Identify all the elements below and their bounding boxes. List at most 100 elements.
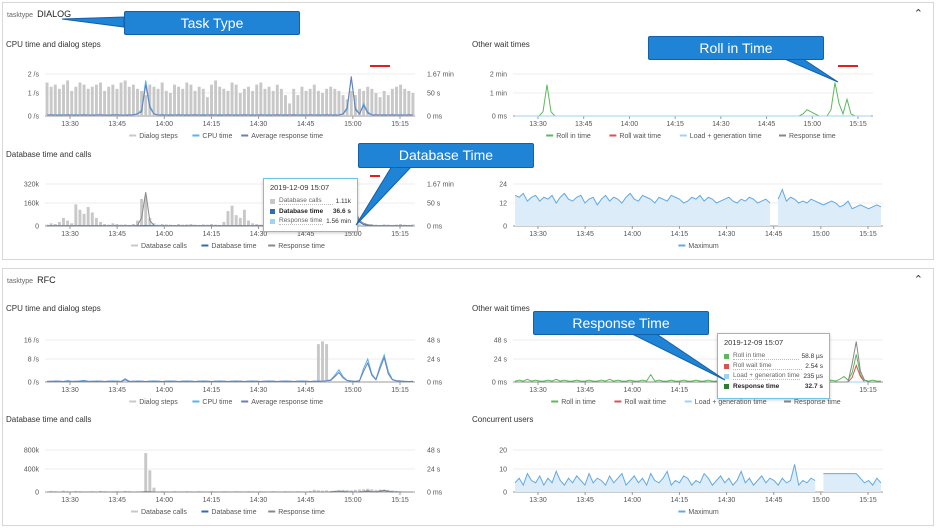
x-tick-label: 15:15 [859, 231, 877, 238]
bar [399, 84, 403, 116]
bar [222, 88, 226, 116]
legend-label: Database time [211, 509, 256, 516]
panel-header-value: DIALOG [37, 9, 72, 19]
bar [292, 88, 296, 116]
y-tick-label: 0 /s [28, 114, 40, 121]
bar [358, 88, 361, 116]
x-tick-label: 14:00 [624, 231, 642, 238]
area-fill [515, 464, 816, 492]
x-tick-label: 15:00 [344, 387, 362, 394]
y-tick-label: 20 [499, 448, 507, 455]
tooltip-row: Load + generation time 235 µs [724, 371, 823, 381]
bar [148, 217, 152, 226]
chart-database-time-calls[interactable]: 0 400k 800k 0 ms 24 s 48 s 13:30 13:45 14:00 14:1… [0, 438, 460, 522]
bar [74, 204, 78, 226]
bar [316, 90, 320, 116]
legend-label: Average response time [251, 133, 323, 140]
bar [296, 95, 300, 116]
chart-maximum[interactable]: 0 12 24 13:30 13:45 14:00 14:15 14:30 14:45 15:00… [468, 172, 908, 256]
bar [111, 223, 115, 226]
x-tick-label: 14:00 [156, 231, 174, 238]
x-tick-label: 14:15 [671, 231, 689, 238]
x-tick-label: 13:30 [529, 121, 547, 128]
bar [144, 95, 148, 116]
bar [242, 88, 246, 116]
bar [407, 90, 411, 116]
chart-concurrent-users[interactable]: 0 10 20 13:30 13:45 14:00 14:15 14:30 14:45 15:00… [468, 438, 908, 522]
chart-cpu-dialog-steps[interactable]: 0 /s 1 /s 2 /s 0 ms 50 s 1.67 min 13:30 13:45 14… [0, 62, 460, 146]
bar [45, 82, 49, 116]
bar [53, 223, 57, 226]
bar [366, 86, 370, 116]
y-tick-label: 0 ms [492, 380, 508, 387]
panel-header-label: tasktype [7, 12, 34, 19]
bar [382, 90, 386, 116]
bar [78, 209, 82, 226]
area-fill [823, 473, 881, 492]
x-tick-label: 13:45 [108, 121, 126, 128]
bar [349, 490, 353, 492]
bar [123, 80, 127, 116]
bar [49, 223, 53, 226]
x-tick-label: 14:15 [203, 497, 221, 504]
area-fill [515, 193, 770, 226]
bar [193, 90, 197, 116]
legend-label: Database time [211, 243, 256, 250]
bar [189, 223, 193, 226]
x-tick-label: 13:45 [576, 387, 594, 394]
legend-label: Response time [789, 133, 836, 140]
legend-label: Roll wait time [624, 399, 666, 406]
y2-tick-label: 24 s [427, 357, 441, 364]
bar [255, 223, 259, 226]
x-tick-label: 15:00 [804, 121, 822, 128]
bar [70, 90, 74, 116]
x-tick-label: 13:30 [529, 231, 547, 238]
chart-cpu-dialog-steps[interactable]: 0 /s 8 /s 16 /s 0 ms 24 s 48 s 13:30 13:45 14:00… [0, 328, 460, 412]
chart-database-time-calls[interactable]: 0 160k 320k 0 ms 50 s 1.67 min 13:30 13:45 14:00… [0, 172, 460, 256]
collapse-chevron-icon[interactable]: ⌃ [913, 8, 923, 20]
bar [144, 196, 148, 226]
chart-title: Other wait times [472, 304, 530, 313]
series-line [515, 82, 871, 117]
tooltip-wait-times: 2019-12-09 15:07 Roll in time 58.8 µs Rol… [717, 333, 830, 399]
bar [234, 84, 238, 116]
y-tick-label: 16 /s [24, 338, 40, 345]
y-tick-label: 320k [24, 182, 40, 189]
x-tick-label: 15:00 [344, 121, 362, 128]
x-tick-label: 13:45 [576, 497, 594, 504]
bar [321, 93, 324, 116]
bar [325, 344, 329, 382]
tooltip-row: Database time 36.6 s [270, 206, 351, 216]
x-tick-label: 14:30 [718, 231, 736, 238]
x-tick-label: 14:45 [765, 231, 783, 238]
bar [353, 489, 357, 492]
bar [57, 221, 61, 226]
bar [333, 88, 337, 116]
bar [210, 84, 213, 116]
bar [386, 95, 390, 116]
collapse-chevron-icon[interactable]: ⌃ [913, 274, 923, 286]
x-tick-label: 14:15 [203, 121, 221, 128]
x-tick-label: 13:30 [529, 497, 547, 504]
bar [247, 220, 250, 226]
bar [107, 86, 111, 116]
bar [181, 88, 185, 116]
bar [349, 90, 353, 116]
x-tick-label: 14:45 [297, 121, 315, 128]
y-tick-label: 2 min [490, 72, 507, 79]
x-tick-label: 14:30 [250, 121, 268, 128]
bar [300, 86, 304, 116]
chart-other-wait-times[interactable]: 0 ms 1 min 2 min 13:30 13:45 14:00 14:15 14:30 1… [468, 62, 908, 146]
x-tick-label: 13:30 [61, 121, 79, 128]
bar [279, 88, 283, 116]
bar [304, 90, 308, 116]
y-tick-label: 2 /s [28, 72, 40, 79]
chart-title: CPU time and dialog steps [6, 40, 101, 49]
bar [62, 490, 65, 492]
bar [238, 217, 242, 226]
x-tick-label: 13:45 [575, 121, 593, 128]
bar [177, 223, 181, 226]
panel-header: tasktype DIALOG [7, 9, 71, 19]
bar [123, 224, 127, 226]
